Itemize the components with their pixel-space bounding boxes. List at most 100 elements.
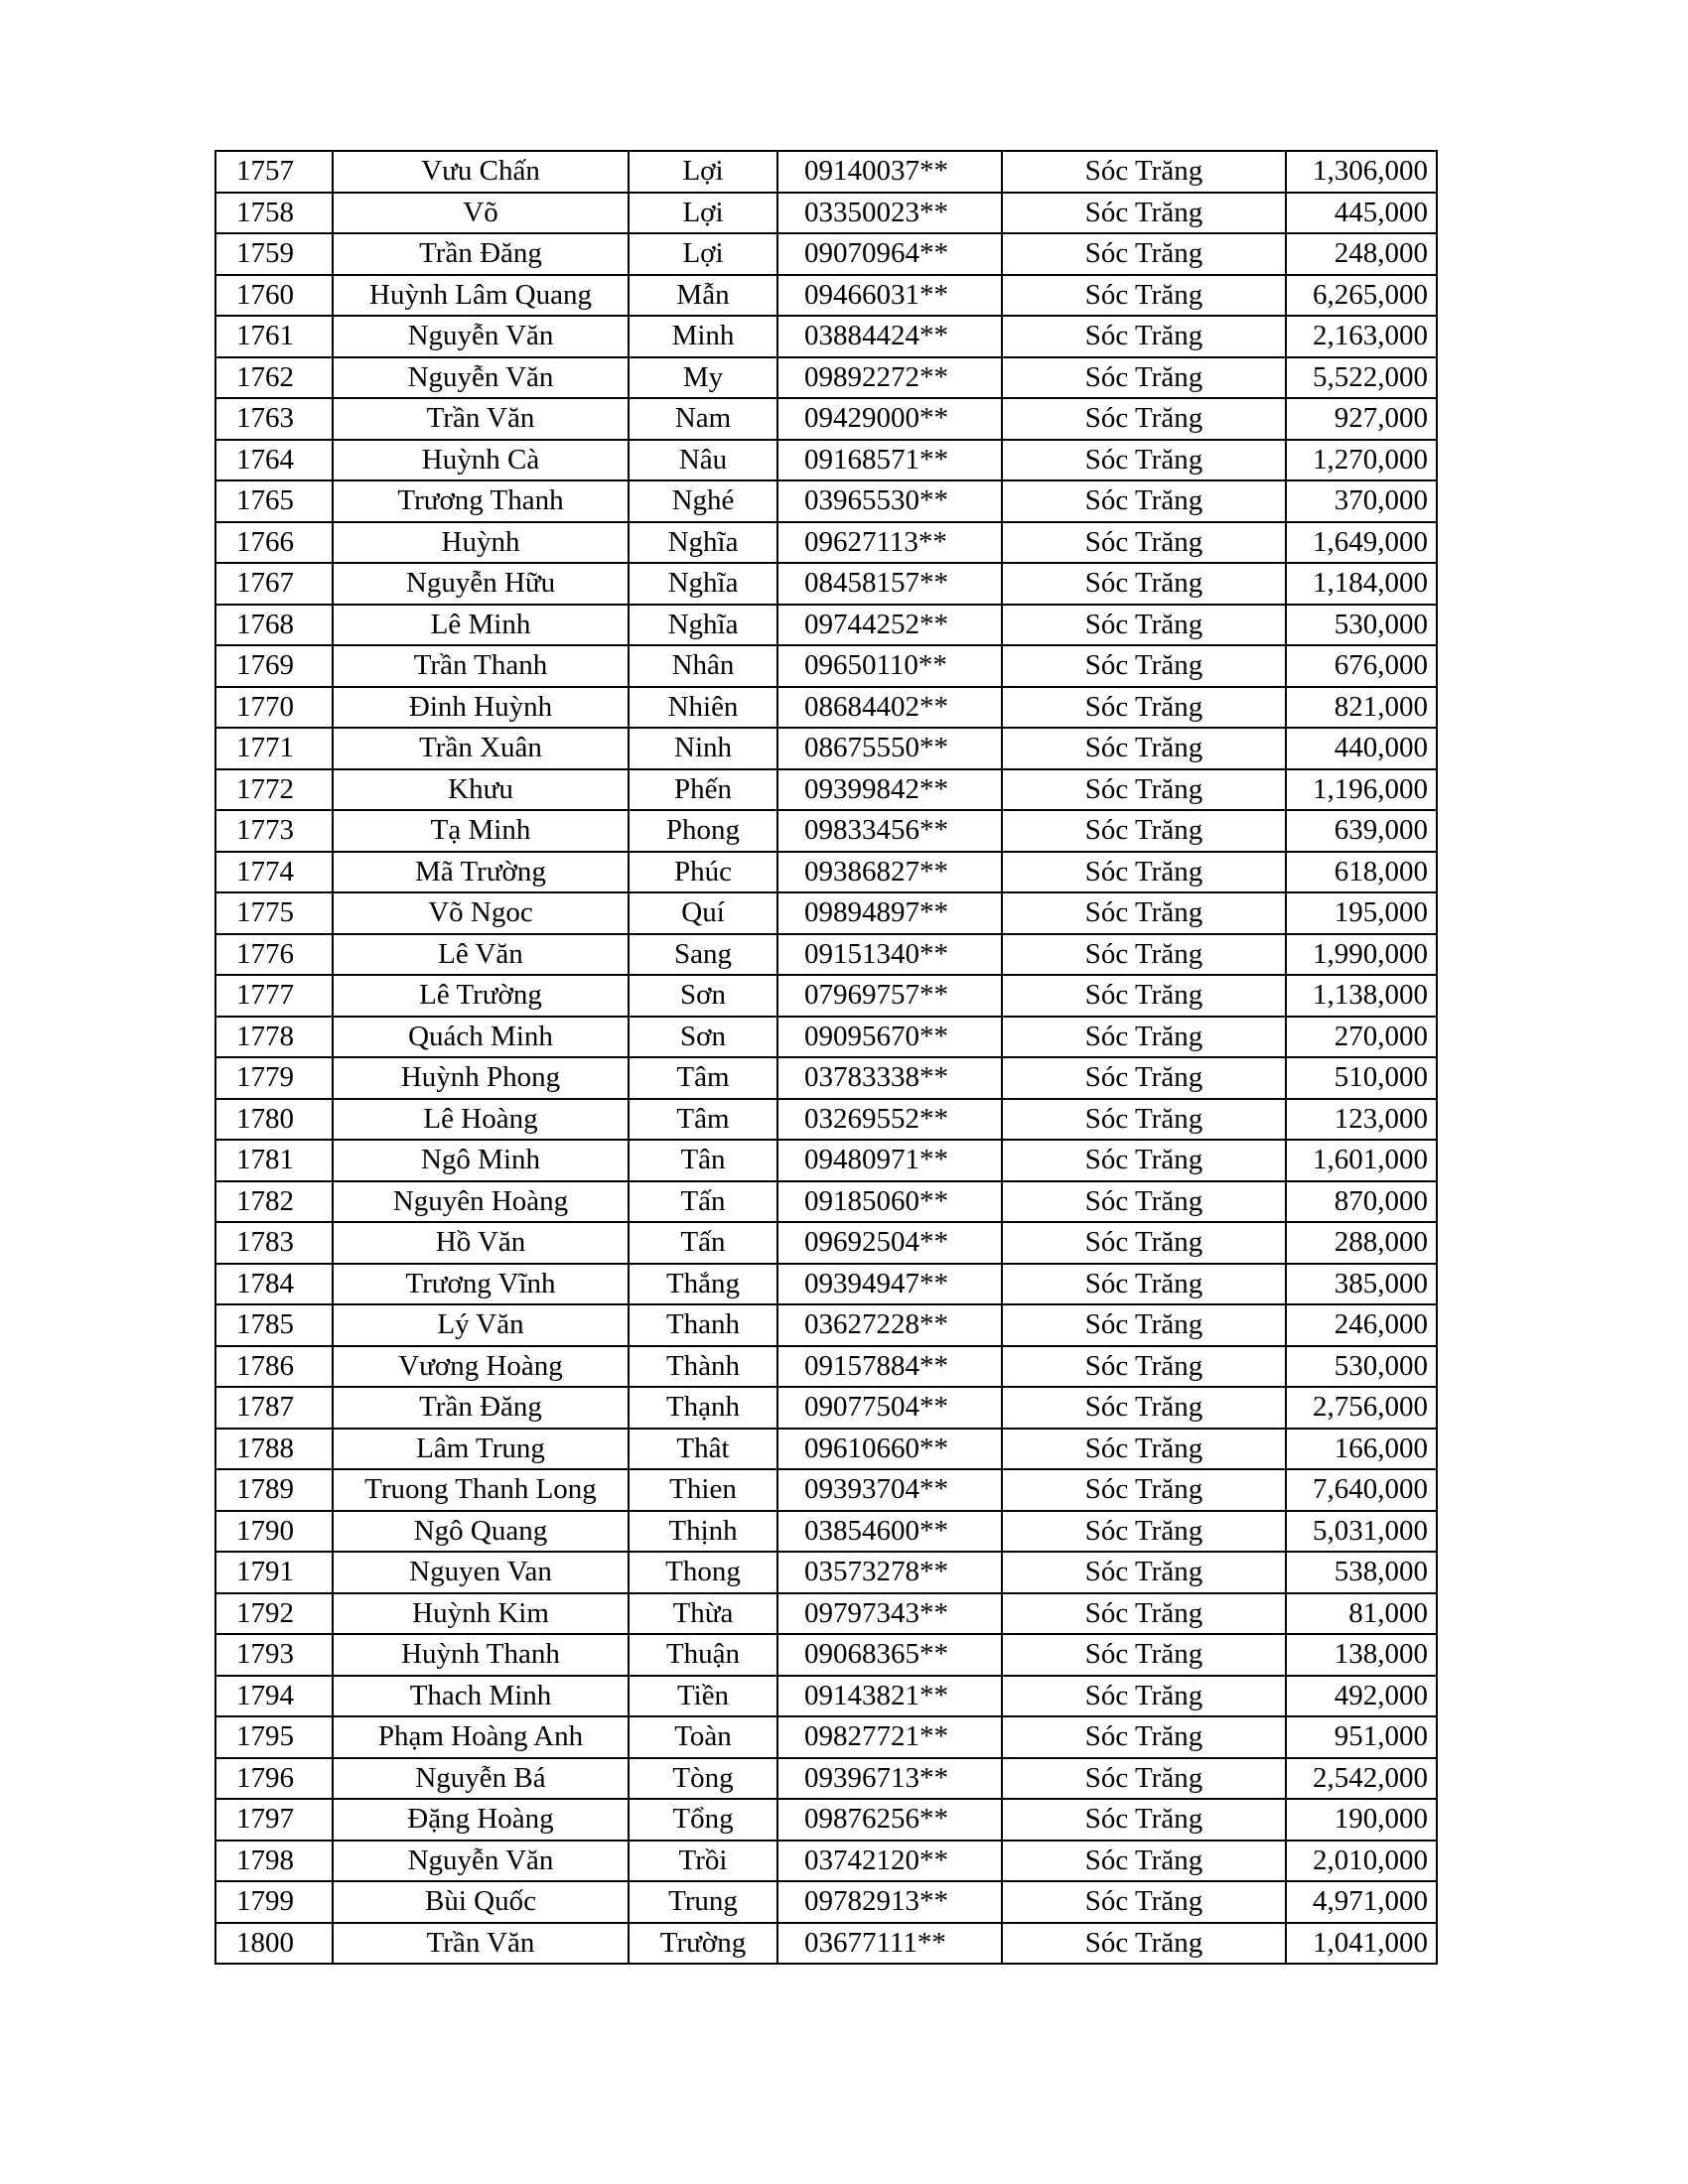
- table-row: 1783 Hồ Văn Tấn 09692504** Sóc Trăng 288,000: [214, 1221, 1438, 1265]
- row-number-cell: 1777: [214, 974, 334, 1018]
- family-name-cell: Quách Minh: [332, 1015, 630, 1058]
- province-cell: Sóc Trăng: [1001, 1551, 1287, 1594]
- table-row: 1780 Lê Hoàng Tâm 03269552** Sóc Trăng 123,00…: [214, 1097, 1438, 1141]
- family-name-cell: Khưu: [332, 767, 630, 811]
- province-cell: Sóc Trăng: [1001, 479, 1287, 523]
- province-cell: Sóc Trăng: [1001, 644, 1287, 688]
- row-number-cell: 1765: [214, 479, 334, 523]
- family-name-cell: Huỳnh Phong: [332, 1056, 630, 1100]
- given-name-cell: Thắng: [628, 1262, 778, 1305]
- province-cell: Sóc Trăng: [1001, 932, 1287, 976]
- phone-number-cell: 09429000**: [776, 397, 1003, 441]
- given-name-cell: Nhiên: [628, 685, 778, 729]
- given-name-cell: Nam: [628, 397, 778, 441]
- province-cell: Sóc Trăng: [1001, 685, 1287, 729]
- province-cell: Sóc Trăng: [1001, 1015, 1287, 1058]
- table-row: 1795 Phạm Hoàng Anh Toàn 09827721** Sóc Trăn…: [214, 1715, 1438, 1759]
- row-number-cell: 1796: [214, 1756, 334, 1800]
- row-number-cell: 1761: [214, 315, 334, 358]
- phone-number-cell: 09833456**: [776, 809, 1003, 853]
- family-name-cell: Lý Văn: [332, 1303, 630, 1347]
- province-cell: Sóc Trăng: [1001, 397, 1287, 441]
- family-name-cell: Nguyễn Văn: [332, 1839, 630, 1882]
- row-number-cell: 1762: [214, 355, 334, 399]
- province-cell: Sóc Trăng: [1001, 1633, 1287, 1677]
- row-number-cell: 1782: [214, 1179, 334, 1223]
- phone-number-cell: 03677111**: [776, 1921, 1003, 1965]
- province-cell: Sóc Trăng: [1001, 1221, 1287, 1265]
- row-number-cell: 1769: [214, 644, 334, 688]
- province-cell: Sóc Trăng: [1001, 974, 1287, 1018]
- row-number-cell: 1766: [214, 520, 334, 564]
- table-row: 1777 Lê Trường Sơn 07969757** Sóc Trăng 1,138…: [214, 974, 1438, 1018]
- table-row: 1762 Nguyễn Văn My 09892272** Sóc Trăng 5,522…: [214, 355, 1438, 399]
- table-row: 1765 Trương Thanh Nghé 03965530** Sóc Trăng 3…: [214, 479, 1438, 523]
- amount-cell: 530,000: [1285, 1344, 1438, 1388]
- table-row: 1797 Đặng Hoàng Tổng 09876256** Sóc Trăng 190…: [214, 1798, 1438, 1842]
- amount-cell: 510,000: [1285, 1056, 1438, 1100]
- amount-cell: 2,010,000: [1285, 1839, 1438, 1882]
- phone-number-cell: 09744252**: [776, 603, 1003, 646]
- given-name-cell: Tấn: [628, 1221, 778, 1265]
- amount-cell: 190,000: [1285, 1798, 1438, 1842]
- row-number-cell: 1774: [214, 850, 334, 893]
- table-row: 1791 Nguyen Van Thong 03573278** Sóc Trăng 53…: [214, 1551, 1438, 1594]
- amount-cell: 1,601,000: [1285, 1139, 1438, 1182]
- given-name-cell: Tân: [628, 1139, 778, 1182]
- given-name-cell: Toàn: [628, 1715, 778, 1759]
- table-body: 1757 Vưu Chấn Lợi 09140037** Sóc Trăng 1,306,…: [214, 150, 1438, 1965]
- family-name-cell: Nguyên Hoàng: [332, 1179, 630, 1223]
- amount-cell: 2,163,000: [1285, 315, 1438, 358]
- phone-number-cell: 09650110**: [776, 644, 1003, 688]
- phone-number-cell: 09143821**: [776, 1674, 1003, 1717]
- family-name-cell: Nguyễn Hữu: [332, 562, 630, 606]
- row-number-cell: 1757: [214, 150, 334, 194]
- given-name-cell: Nghé: [628, 479, 778, 523]
- amount-cell: 1,196,000: [1285, 767, 1438, 811]
- table-row: 1787 Trần Đăng Thạnh 09077504** Sóc Trăng 2,7…: [214, 1386, 1438, 1430]
- province-cell: Sóc Trăng: [1001, 438, 1287, 481]
- row-number-cell: 1797: [214, 1798, 334, 1842]
- province-cell: Sóc Trăng: [1001, 850, 1287, 893]
- phone-number-cell: 09827721**: [776, 1715, 1003, 1759]
- province-cell: Sóc Trăng: [1001, 1056, 1287, 1100]
- given-name-cell: Lợi: [628, 191, 778, 234]
- row-number-cell: 1776: [214, 932, 334, 976]
- province-cell: Sóc Trăng: [1001, 520, 1287, 564]
- family-name-cell: Trần Thanh: [332, 644, 630, 688]
- phone-number-cell: 09692504**: [776, 1221, 1003, 1265]
- family-name-cell: Hồ Văn: [332, 1221, 630, 1265]
- family-name-cell: Lâm Trung: [332, 1427, 630, 1470]
- phone-number-cell: 09782913**: [776, 1880, 1003, 1924]
- given-name-cell: Nhân: [628, 644, 778, 688]
- phone-number-cell: 09393704**: [776, 1468, 1003, 1512]
- row-number-cell: 1787: [214, 1386, 334, 1430]
- amount-cell: 1,306,000: [1285, 150, 1438, 194]
- phone-number-cell: 09876256**: [776, 1798, 1003, 1842]
- amount-cell: 1,649,000: [1285, 520, 1438, 564]
- table-row: 1800 Trần Văn Trường 03677111** Sóc Trăng 1,0…: [214, 1921, 1438, 1965]
- table-row: 1779 Huỳnh Phong Tâm 03783338** Sóc Trăng 510…: [214, 1056, 1438, 1100]
- table-row: 1769 Trần Thanh Nhân 09650110** Sóc Trăng 676…: [214, 644, 1438, 688]
- phone-number-cell: 09095670**: [776, 1015, 1003, 1058]
- amount-cell: 618,000: [1285, 850, 1438, 893]
- amount-cell: 2,756,000: [1285, 1386, 1438, 1430]
- province-cell: Sóc Trăng: [1001, 1880, 1287, 1924]
- row-number-cell: 1792: [214, 1591, 334, 1635]
- amount-cell: 248,000: [1285, 232, 1438, 276]
- table-row: 1763 Trần Văn Nam 09429000** Sóc Trăng 927,00…: [214, 397, 1438, 441]
- phone-number-cell: 03854600**: [776, 1509, 1003, 1553]
- phone-number-cell: 09168571**: [776, 438, 1003, 481]
- row-number-cell: 1771: [214, 727, 334, 770]
- phone-number-cell: 09394947**: [776, 1262, 1003, 1305]
- province-cell: Sóc Trăng: [1001, 315, 1287, 358]
- family-name-cell: Đặng Hoàng: [332, 1798, 630, 1842]
- province-cell: Sóc Trăng: [1001, 150, 1287, 194]
- given-name-cell: Phến: [628, 767, 778, 811]
- phone-number-cell: 09157884**: [776, 1344, 1003, 1388]
- table-row: 1778 Quách Minh Sơn 09095670** Sóc Trăng 270,…: [214, 1015, 1438, 1058]
- family-name-cell: Võ Ngoc: [332, 891, 630, 935]
- row-number-cell: 1800: [214, 1921, 334, 1965]
- amount-cell: 2,542,000: [1285, 1756, 1438, 1800]
- table-row: 1764 Huỳnh Cà Nâu 09168571** Sóc Trăng 1,270,…: [214, 438, 1438, 481]
